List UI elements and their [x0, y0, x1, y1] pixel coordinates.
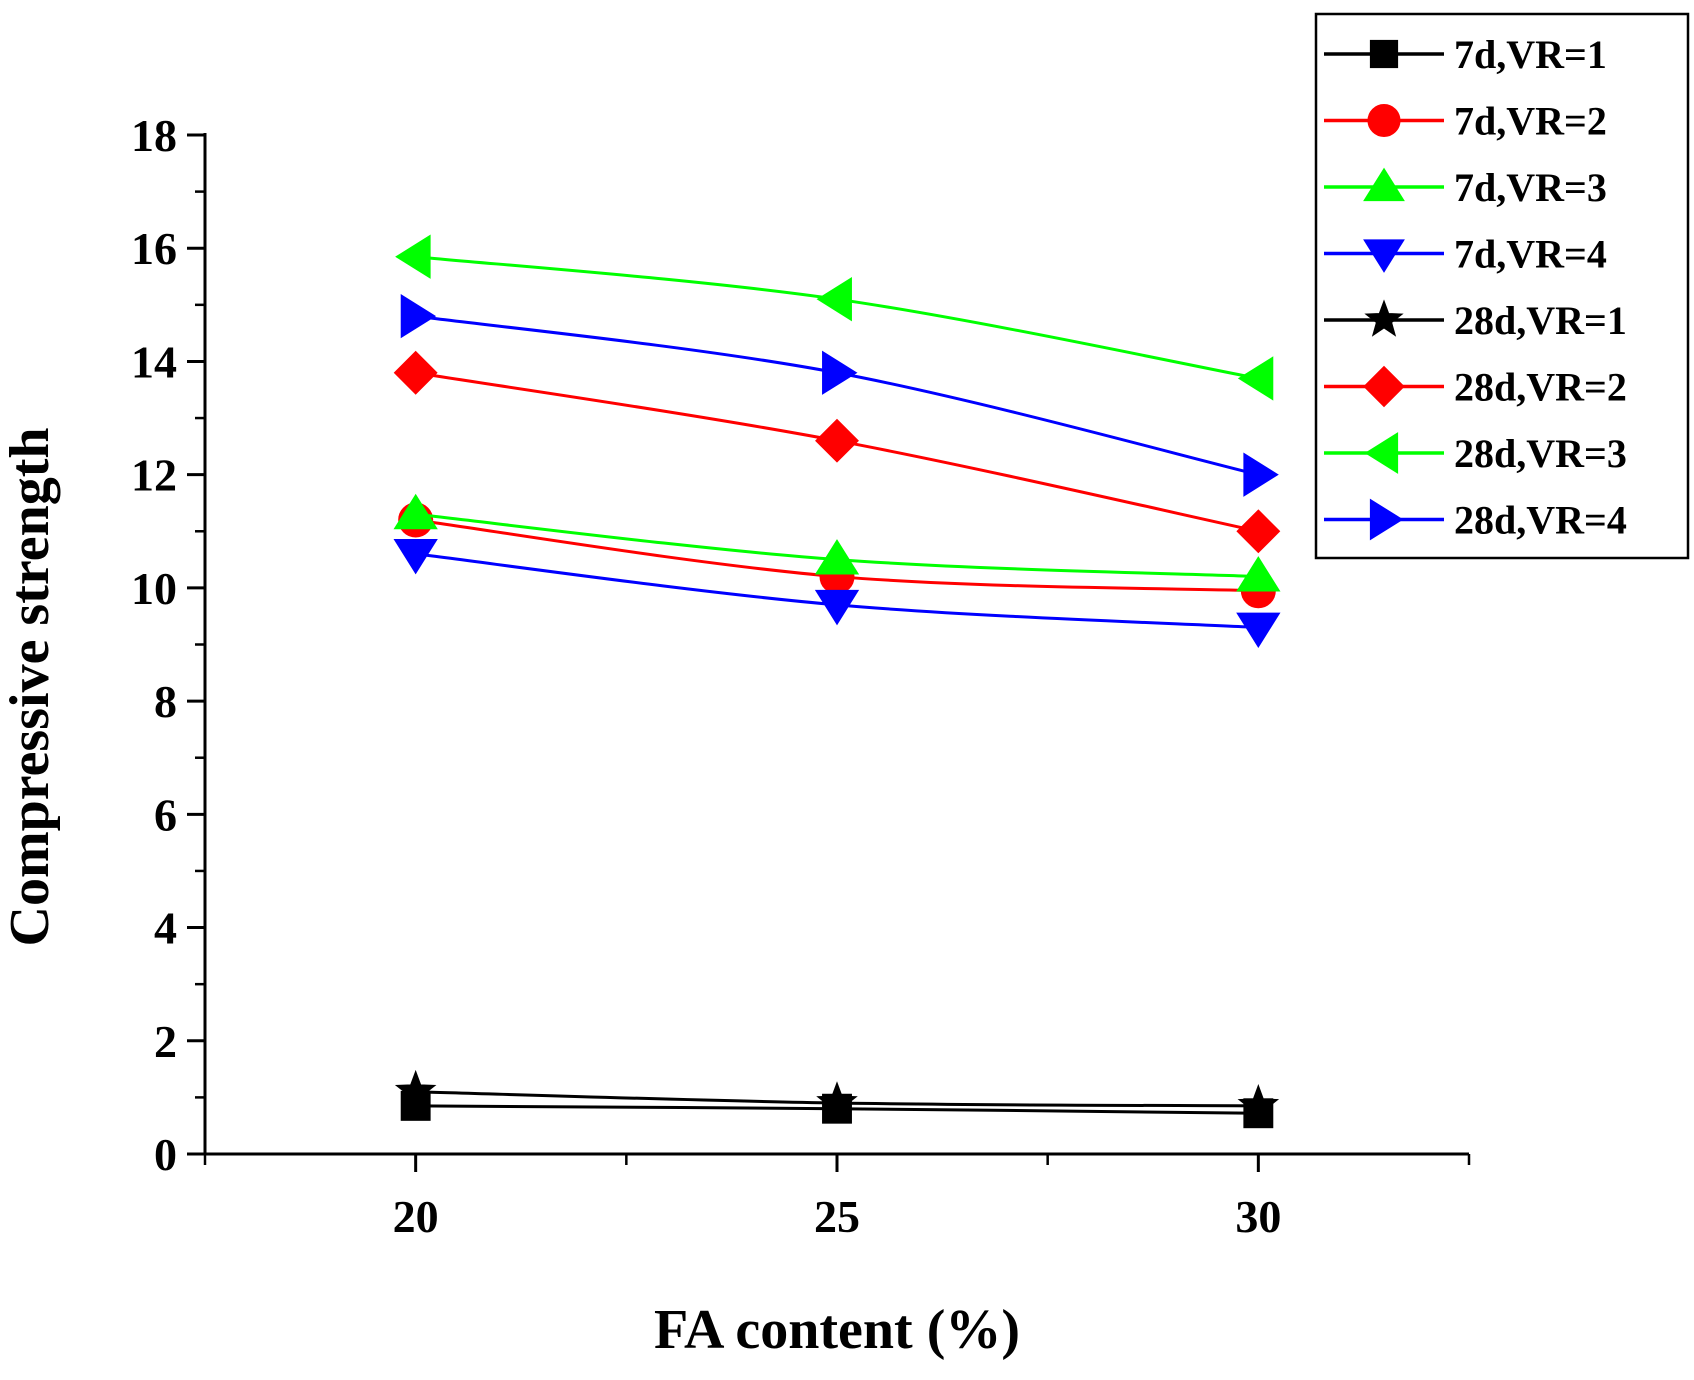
x-tick-label: 20	[393, 1191, 439, 1242]
data-point	[814, 589, 860, 626]
legend-label: 28d,VR=1	[1454, 298, 1627, 343]
data-point	[393, 538, 438, 575]
data-point	[816, 277, 852, 322]
data-point	[394, 1069, 437, 1110]
legend-label: 28d,VR=3	[1454, 431, 1627, 476]
data-point	[1236, 556, 1281, 592]
y-tick-label: 10	[131, 563, 177, 614]
legend-swatch-marker	[1369, 39, 1399, 69]
data-point	[1236, 509, 1281, 554]
axes: 0 2 4 6 8 10 12 14 16 18 20 25 30	[131, 110, 1471, 1242]
legend-box	[1314, 12, 1690, 560]
legend-label: 28d,VR=4	[1454, 498, 1627, 543]
series-28d-vr-4	[400, 294, 1279, 497]
legend-item: 7d,VR=2	[1324, 99, 1607, 144]
y-tick-label: 6	[154, 789, 177, 840]
data-point	[815, 418, 859, 463]
y-tick-label: 16	[131, 223, 177, 274]
legend: 7d,VR=1 7d,VR=2 7d,VR=3 7d,VR=4 28d,VR=1 28d,…	[1314, 12, 1690, 560]
legend-swatch-marker	[1369, 498, 1404, 541]
y-tick-label: 8	[154, 676, 177, 727]
legend-label: 7d,VR=4	[1454, 232, 1607, 277]
legend-label: 7d,VR=1	[1454, 32, 1607, 77]
legend-item: 28d,VR=1	[1324, 298, 1627, 343]
y-tick-label: 14	[131, 336, 177, 387]
y-tick-label: 12	[131, 450, 177, 501]
data-point	[822, 350, 858, 395]
data-point	[395, 234, 431, 279]
legend-item: 7d,VR=4	[1324, 232, 1607, 277]
legend-swatch-marker	[1367, 104, 1401, 137]
x-tick-label: 30	[1235, 1191, 1281, 1242]
y-tick-label: 18	[131, 110, 177, 161]
x-tick-label: 25	[814, 1191, 860, 1242]
series-7d-vr-3	[393, 493, 1281, 592]
y-axis-title: Compressive strength	[0, 427, 61, 946]
legend-label: 28d,VR=2	[1454, 365, 1627, 410]
data-point	[1236, 612, 1281, 649]
x-axis-title: FA content (%)	[654, 1299, 1020, 1361]
legend-item: 7d,VR=1	[1324, 32, 1607, 77]
series-28d-vr-1	[394, 1069, 1280, 1124]
y-tick-label: 2	[154, 1016, 177, 1067]
y-tick-label: 4	[154, 903, 177, 954]
legend-item: 28d,VR=3	[1324, 431, 1627, 476]
legend-item: 28d,VR=2	[1324, 365, 1627, 410]
data-point	[1237, 1084, 1280, 1124]
series-28d-vr-3	[395, 234, 1274, 401]
data-point	[814, 539, 860, 575]
legend-label: 7d,VR=3	[1454, 165, 1607, 210]
data-point	[400, 294, 437, 339]
data-point	[816, 1081, 858, 1121]
data-point	[1243, 452, 1279, 497]
data-point	[393, 493, 438, 530]
legend-swatch-marker	[1363, 239, 1405, 273]
series-7d-vr-4	[393, 538, 1281, 649]
legend-swatch-marker	[1363, 365, 1405, 408]
y-tick-label: 0	[154, 1129, 177, 1180]
series-layer	[393, 234, 1281, 1129]
data-point	[1237, 356, 1274, 401]
legend-item: 28d,VR=4	[1324, 498, 1627, 543]
legend-swatch-marker	[1364, 432, 1399, 474]
legend-swatch-marker	[1363, 167, 1405, 202]
data-point	[393, 350, 438, 395]
legend-label: 7d,VR=2	[1454, 99, 1607, 144]
series-28d-vr-2	[393, 350, 1281, 554]
legend-swatch-marker	[1364, 299, 1404, 337]
legend-item: 7d,VR=3	[1324, 165, 1607, 210]
